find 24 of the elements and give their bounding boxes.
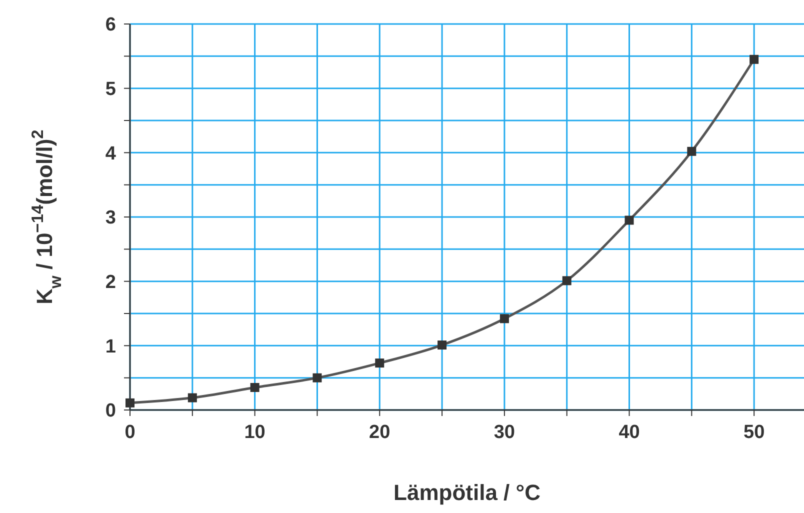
point	[562, 276, 572, 286]
x-tick-label: 30	[494, 422, 516, 443]
y-tick-label: 6	[105, 14, 116, 36]
y-tick-label: 0	[105, 400, 116, 422]
x-tick-label: 10	[244, 422, 266, 443]
point	[188, 393, 197, 402]
point	[312, 373, 322, 382]
y-tick-label: 4	[105, 143, 116, 164]
x-tick-label: 0	[124, 422, 136, 443]
x-axis-title: Lämpötila / °C	[394, 480, 541, 505]
point	[687, 146, 696, 156]
x-tick-label: 20	[369, 422, 390, 443]
x-tick-label: 40	[618, 422, 640, 443]
point	[438, 340, 447, 350]
point	[375, 358, 384, 368]
y-tick-label: 5	[105, 78, 116, 100]
x-tick-label: 50	[744, 422, 765, 443]
y-tick-label: 2	[105, 272, 116, 293]
point	[500, 314, 509, 324]
y-tick-label: 3	[105, 208, 116, 229]
point	[250, 382, 260, 392]
point	[750, 54, 759, 64]
point	[624, 216, 634, 225]
y-tick-label: 1	[105, 336, 116, 358]
